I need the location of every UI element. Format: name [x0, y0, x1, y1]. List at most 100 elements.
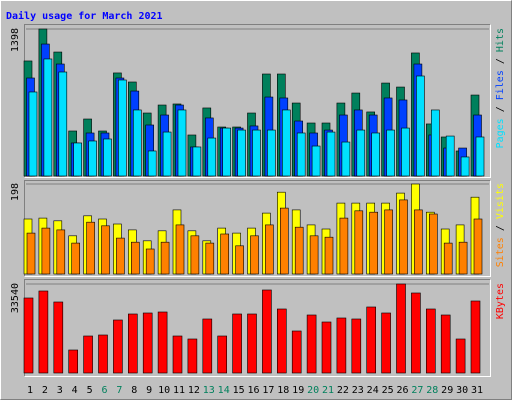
bar [341, 141, 351, 177]
bar [232, 313, 242, 374]
bar [86, 221, 95, 275]
bar [56, 229, 66, 275]
bar [147, 150, 157, 177]
bar [411, 292, 421, 374]
x-tick-label: 24 [367, 385, 379, 396]
x-tick-label: 5 [87, 385, 93, 396]
x-tick-label: 12 [188, 385, 200, 396]
legend-entry: Sites [495, 237, 506, 267]
bar [83, 335, 93, 374]
bar [386, 129, 395, 177]
legend-separator: / [495, 52, 506, 70]
x-tick-label: 9 [146, 385, 152, 396]
bar [222, 127, 231, 177]
legend-separator: / [495, 100, 506, 118]
x-tick-label: 13 [203, 385, 215, 396]
bar [190, 235, 200, 275]
chart-title: Daily usage for March 2021 [6, 10, 163, 22]
bar [41, 227, 51, 275]
bar [324, 236, 334, 275]
x-tick-label: 15 [233, 385, 245, 396]
bar [192, 146, 202, 177]
bar [475, 136, 485, 177]
x-tick-label: 4 [72, 385, 78, 396]
bar [366, 306, 377, 374]
bar [425, 308, 436, 374]
bar [262, 289, 272, 374]
bar [455, 338, 466, 374]
bar [399, 199, 408, 275]
x-tick-label: 8 [131, 385, 137, 396]
x-tick-label: 16 [247, 385, 259, 396]
y-tick-label: 198 [10, 183, 21, 201]
bar [235, 245, 244, 275]
bar [458, 241, 468, 275]
plot-area [24, 279, 491, 377]
x-tick-label: 31 [471, 385, 483, 396]
x-tick-label: 7 [116, 385, 122, 396]
bar [294, 226, 304, 275]
bar [131, 241, 140, 275]
legend-entry: Visits [495, 183, 506, 219]
bar [354, 210, 364, 275]
x-tick-label: 6 [101, 385, 107, 396]
bar [101, 225, 110, 275]
bar [351, 318, 362, 374]
x-tick-label: 22 [337, 385, 349, 396]
bar [73, 142, 82, 177]
x-tick-label: 23 [352, 385, 364, 396]
bar [306, 314, 317, 374]
bar [103, 138, 112, 177]
bar [26, 232, 36, 275]
bar [43, 58, 53, 177]
y-tick-label: 1398 [10, 28, 21, 52]
bar [177, 109, 187, 177]
bar [336, 317, 347, 374]
bar [416, 75, 425, 177]
bar [217, 335, 227, 374]
bar [369, 211, 379, 275]
legend: Sites / Visits [495, 183, 506, 267]
bar [414, 209, 423, 275]
bar [160, 241, 170, 275]
bar [326, 131, 336, 177]
bar [250, 235, 259, 275]
bar [440, 314, 451, 374]
x-tick-label: 29 [441, 385, 453, 396]
bar [187, 338, 198, 374]
bar [116, 237, 125, 275]
bar [265, 224, 274, 275]
bar [279, 207, 289, 275]
bar [128, 313, 138, 374]
legend-entry: Hits [495, 28, 506, 52]
bar [28, 91, 38, 177]
bar [430, 109, 440, 177]
x-tick-label: 20 [307, 385, 319, 396]
legend-entry: Pages [495, 118, 506, 148]
legend: KBytes [495, 283, 506, 319]
bar [53, 301, 64, 374]
x-tick-label: 21 [322, 385, 334, 396]
bar [88, 140, 97, 177]
bar [281, 109, 291, 177]
bar [356, 129, 366, 177]
bar [98, 334, 108, 374]
legend: Pages / Files / Hits [495, 28, 506, 148]
bar [23, 297, 34, 374]
x-tick-label: 30 [456, 385, 468, 396]
bar [157, 311, 168, 374]
legend-entry: Files [495, 70, 506, 100]
bar [162, 131, 172, 177]
bar [371, 132, 381, 177]
bar [401, 127, 410, 177]
x-tick-label: 1 [27, 385, 33, 396]
bar [296, 132, 306, 177]
bevel [24, 279, 491, 377]
bar [113, 319, 123, 374]
x-tick-label: 19 [292, 385, 304, 396]
bar [172, 335, 183, 374]
bar [311, 145, 321, 177]
x-tick-label: 11 [173, 385, 185, 396]
